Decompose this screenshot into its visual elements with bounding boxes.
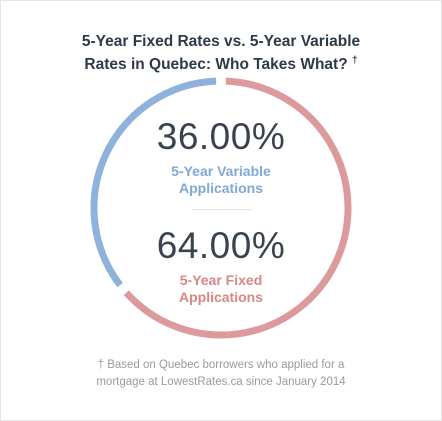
fixed-percent: 64.00% — [156, 225, 286, 266]
fixed-label-line-1: 5-Year Fixed — [179, 272, 263, 288]
title-dagger: † — [352, 55, 358, 66]
variable-label: 5-Year Variable Applications — [0, 163, 442, 197]
title-line-1: 5-Year Fixed Rates vs. 5-Year Variable — [81, 33, 361, 50]
variable-label-line-1: 5-Year Variable — [171, 163, 271, 179]
fixed-label-line-2: Applications — [178, 289, 263, 305]
variable-percent: 36.00% — [156, 116, 286, 157]
fixed-label: 5-Year Fixed Applications — [0, 272, 442, 306]
center-divider — [192, 209, 252, 210]
footnote-line-2: mortgage at LowestRates.ca since January… — [96, 376, 346, 388]
chart-title: 5-Year Fixed Rates vs. 5-Year Variable R… — [0, 32, 442, 74]
variable-label-line-2: Applications — [178, 180, 263, 196]
footnote-line-1: † Based on Quebec borrowers who applied … — [97, 359, 345, 371]
fixed-arc — [123, 77, 352, 339]
variable-arc — [90, 77, 217, 288]
title-line-2: Rates in Quebec: Who Takes What? † — [84, 55, 358, 74]
footnote: † Based on Quebec borrowers who applied … — [0, 357, 442, 391]
